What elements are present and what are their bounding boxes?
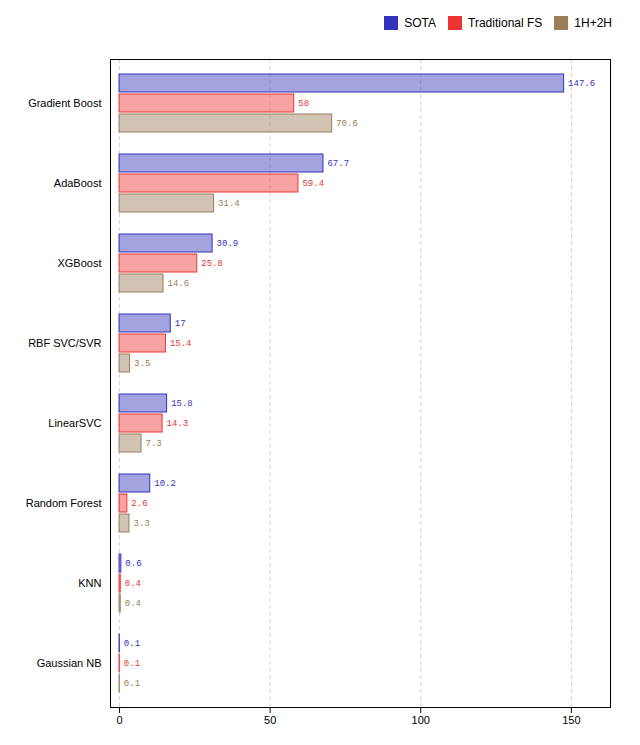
svg-text:10.2: 10.2 — [154, 479, 176, 489]
html-text:Traditional FS: Traditional FS — [468, 15, 543, 30]
svg-text:AdaBoost: AdaBoost — [54, 177, 102, 189]
svg-text:30.9: 30.9 — [217, 239, 239, 249]
svg-text:67.7: 67.7 — [327, 159, 349, 169]
svg-text:31.4: 31.4 — [218, 199, 240, 209]
svg-text:RBF SVC/SVR: RBF SVC/SVR — [28, 337, 101, 349]
svg-text:14.3: 14.3 — [167, 419, 189, 429]
svg-text:58: 58 — [298, 99, 309, 109]
svg-text:17: 17 — [175, 319, 186, 329]
svg-text:LinearSVC: LinearSVC — [48, 417, 101, 429]
svg-text:25.8: 25.8 — [201, 259, 223, 269]
svg-text:100: 100 — [412, 714, 430, 726]
svg-text:0.6: 0.6 — [125, 559, 141, 569]
svg-text:0.1: 0.1 — [124, 679, 140, 689]
svg-text:15.4: 15.4 — [170, 339, 192, 349]
svg-text:0.1: 0.1 — [124, 659, 140, 669]
svg-text:Random Forest: Random Forest — [26, 497, 102, 509]
svg-text:70.6: 70.6 — [336, 119, 358, 129]
html-text:SOTA: SOTA — [404, 15, 437, 30]
svg-text:0.1: 0.1 — [124, 639, 140, 649]
svg-text:XGBoost: XGBoost — [57, 257, 101, 269]
svg-text:0.4: 0.4 — [125, 579, 141, 589]
svg-text:0.4: 0.4 — [125, 599, 141, 609]
svg-text:Gradient Boost: Gradient Boost — [28, 97, 101, 109]
svg-text:14.6: 14.6 — [168, 279, 190, 289]
svg-text:7.3: 7.3 — [146, 439, 162, 449]
svg-text:Gaussian NB: Gaussian NB — [37, 657, 102, 669]
svg-text:2.6: 2.6 — [131, 499, 147, 509]
svg-text:3.5: 3.5 — [134, 359, 150, 369]
html-text:1H+2H: 1H+2H — [574, 15, 612, 30]
svg-text:50: 50 — [264, 714, 276, 726]
svg-text:150: 150 — [562, 714, 580, 726]
svg-text:59.4: 59.4 — [302, 179, 324, 189]
svg-text:KNN: KNN — [78, 577, 101, 589]
svg-text:3.3: 3.3 — [133, 519, 149, 529]
svg-text:147.6: 147.6 — [568, 79, 595, 89]
svg-text:15.8: 15.8 — [171, 399, 193, 409]
svg-text:0: 0 — [116, 714, 122, 726]
